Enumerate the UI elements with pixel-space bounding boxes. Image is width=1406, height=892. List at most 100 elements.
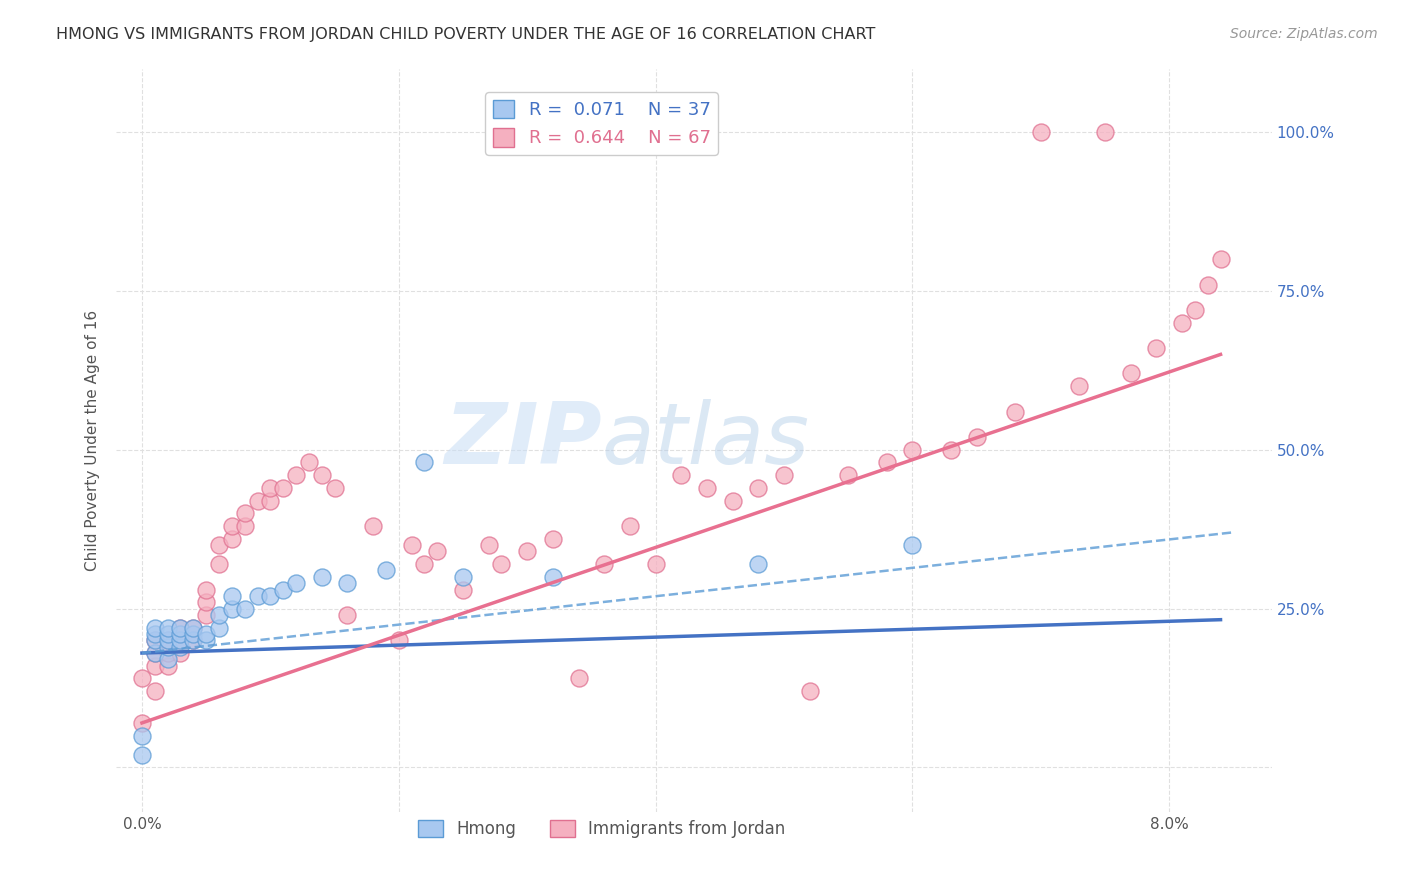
Text: Source: ZipAtlas.com: Source: ZipAtlas.com [1230,27,1378,41]
Point [195,595,218,609]
Point [143,646,166,660]
Point [388,633,411,648]
Point [181,633,204,648]
Point [181,627,204,641]
Point [169,633,191,648]
Point [131,672,153,686]
Point [939,442,962,457]
Point [156,658,179,673]
Point [143,658,166,673]
Point [143,627,166,641]
Point [1029,125,1052,139]
Point [1069,379,1091,393]
Point [516,544,538,558]
Point [773,468,796,483]
Point [246,493,269,508]
Point [541,532,564,546]
Point [1094,125,1116,139]
Point [374,564,396,578]
Point [1197,277,1219,292]
Point [195,582,218,597]
Point [361,519,384,533]
Point [567,672,589,686]
Point [311,570,333,584]
Point [181,621,204,635]
Point [208,538,231,552]
Point [131,747,153,762]
Point [169,621,191,635]
Point [644,557,666,571]
Point [1119,367,1142,381]
Point [233,506,256,520]
Point [478,538,501,552]
Point [721,493,744,508]
Point [799,684,821,698]
Point [143,646,166,660]
Point [181,621,204,635]
Point [541,570,564,584]
Point [143,621,166,635]
Point [221,601,243,615]
Point [208,557,231,571]
Point [1209,252,1232,266]
Point [837,468,859,483]
Text: HMONG VS IMMIGRANTS FROM JORDAN CHILD POVERTY UNDER THE AGE OF 16 CORRELATION CH: HMONG VS IMMIGRANTS FROM JORDAN CHILD PO… [56,27,876,42]
Point [336,576,359,591]
Point [966,430,988,444]
Point [156,640,179,654]
Point [901,442,924,457]
Point [311,468,333,483]
Point [1004,404,1026,418]
Point [747,557,769,571]
Point [156,633,179,648]
Point [156,627,179,641]
Point [233,601,256,615]
Point [169,621,191,635]
Point [156,646,179,660]
Point [169,627,191,641]
Point [298,455,321,469]
Text: ZIP: ZIP [444,399,602,482]
Point [671,468,693,483]
Point [233,519,256,533]
Point [593,557,616,571]
Point [336,607,359,622]
Point [169,633,191,648]
Point [143,633,166,648]
Point [143,684,166,698]
Point [246,589,269,603]
Point [195,627,218,641]
Point [323,481,346,495]
Point [271,481,294,495]
Point [285,468,308,483]
Point [259,493,281,508]
Point [143,633,166,648]
Point [259,589,281,603]
Point [221,519,243,533]
Point [221,589,243,603]
Point [619,519,641,533]
Point [195,633,218,648]
Point [285,576,308,591]
Point [221,532,243,546]
Point [208,621,231,635]
Point [195,607,218,622]
Point [1171,316,1194,330]
Point [156,633,179,648]
Text: atlas: atlas [602,399,810,482]
Point [156,652,179,666]
Point [156,621,179,635]
Point [1184,302,1206,317]
Point [426,544,449,558]
Point [1144,341,1167,355]
Point [271,582,294,597]
Point [169,640,191,654]
Point [451,582,474,597]
Point [208,607,231,622]
Point [901,538,924,552]
Point [451,570,474,584]
Point [259,481,281,495]
Point [401,538,423,552]
Point [413,557,436,571]
Legend: Hmong, Immigrants from Jordan: Hmong, Immigrants from Jordan [412,813,792,845]
